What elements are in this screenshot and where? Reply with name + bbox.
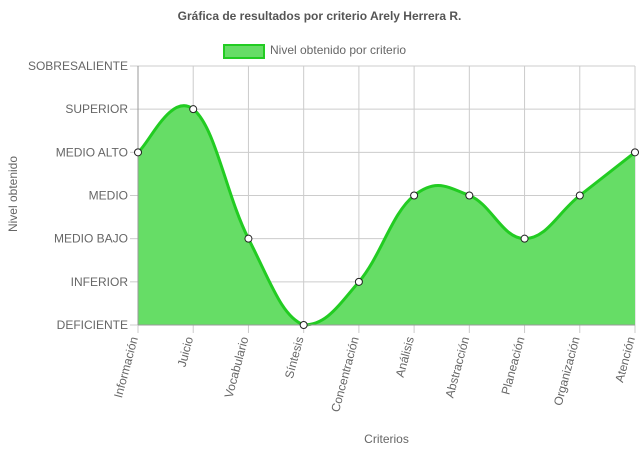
data-point — [134, 148, 142, 157]
chart-title: Gráfica de resultados por criterio Arely… — [177, 9, 462, 23]
legend[interactable]: Nivel obtenido por criterio — [0, 42, 639, 59]
x-tick-label: Vocabulario — [222, 335, 252, 400]
data-point — [244, 234, 253, 243]
series-line — [136, 104, 636, 327]
x-tick-label: Síntesis — [282, 335, 307, 380]
data-point — [631, 148, 639, 157]
x-tick-label: Concentración — [328, 335, 362, 413]
y-tick-label: INFERIOR — [71, 275, 129, 289]
y-tick-label: MEDIO BAJO — [54, 232, 128, 246]
x-tick-label: Juicio — [175, 335, 197, 369]
y-tick-label: MEDIO ALTO — [56, 145, 128, 159]
x-axis-title: Criterios — [364, 432, 409, 446]
x-tick-label: Organización — [551, 335, 583, 407]
y-tick-label: DEFICIENTE — [57, 318, 128, 332]
data-point — [575, 191, 584, 200]
data-point — [520, 234, 529, 243]
x-tick-label: Abstracción — [442, 335, 472, 399]
x-tick-label: Análisis — [393, 335, 417, 379]
y-tick-label: SUPERIOR — [65, 102, 128, 116]
data-point — [410, 191, 419, 200]
x-tick-label: Información — [111, 335, 141, 399]
data-point — [465, 191, 474, 200]
y-tick-label: MEDIO — [89, 189, 128, 203]
legend-label: Nivel obtenido por criterio — [270, 43, 407, 57]
y-tick-label: SOBRESALIENTE — [28, 59, 128, 73]
data-point — [299, 321, 308, 329]
x-tick-label: Atención — [612, 335, 638, 384]
data-point — [189, 105, 198, 114]
x-tick-label: Planeación — [499, 335, 528, 396]
legend-swatch — [223, 44, 265, 59]
data-point — [354, 277, 363, 286]
